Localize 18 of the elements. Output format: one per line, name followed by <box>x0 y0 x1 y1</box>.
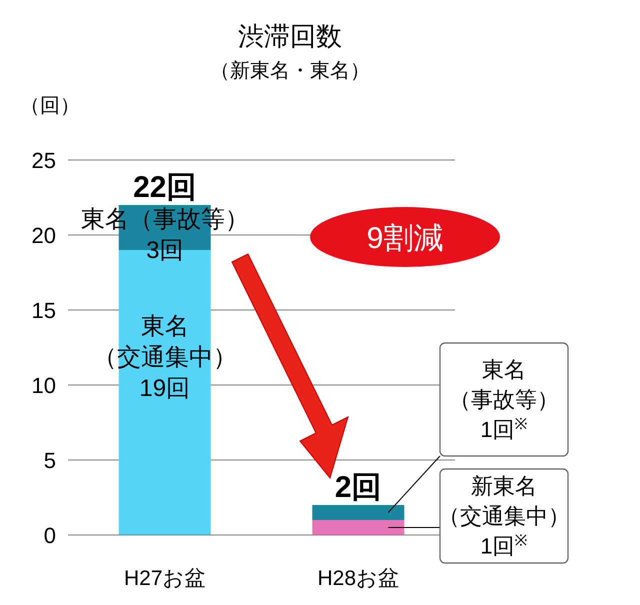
y-tick-label: 25 <box>32 148 56 173</box>
annotation: 新東名（交通集中）1回$^{※}$ <box>438 474 570 559</box>
total-label: 22回 <box>133 171 196 204</box>
y-tick-label: 15 <box>32 298 56 323</box>
total-label: 2回 <box>334 471 382 504</box>
annotation: 東名（事故等）1回$^{※}$ <box>449 357 559 442</box>
y-tick-label: 10 <box>32 373 56 398</box>
chart-title: 渋滞回数 <box>238 21 342 51</box>
y-tick-label: 5 <box>44 448 56 473</box>
annotation: 9割減 <box>366 222 444 255</box>
x-tick-label: H28お盆 <box>317 567 400 590</box>
bar <box>312 505 404 520</box>
bar <box>312 520 404 535</box>
x-tick-label: H27お盆 <box>124 567 206 590</box>
y-tick-label: 20 <box>32 223 56 248</box>
chart-subtitle: （新東名・東名） <box>210 60 370 82</box>
y-tick-label: 0 <box>44 523 56 548</box>
y-axis-title: （回） <box>20 95 80 117</box>
